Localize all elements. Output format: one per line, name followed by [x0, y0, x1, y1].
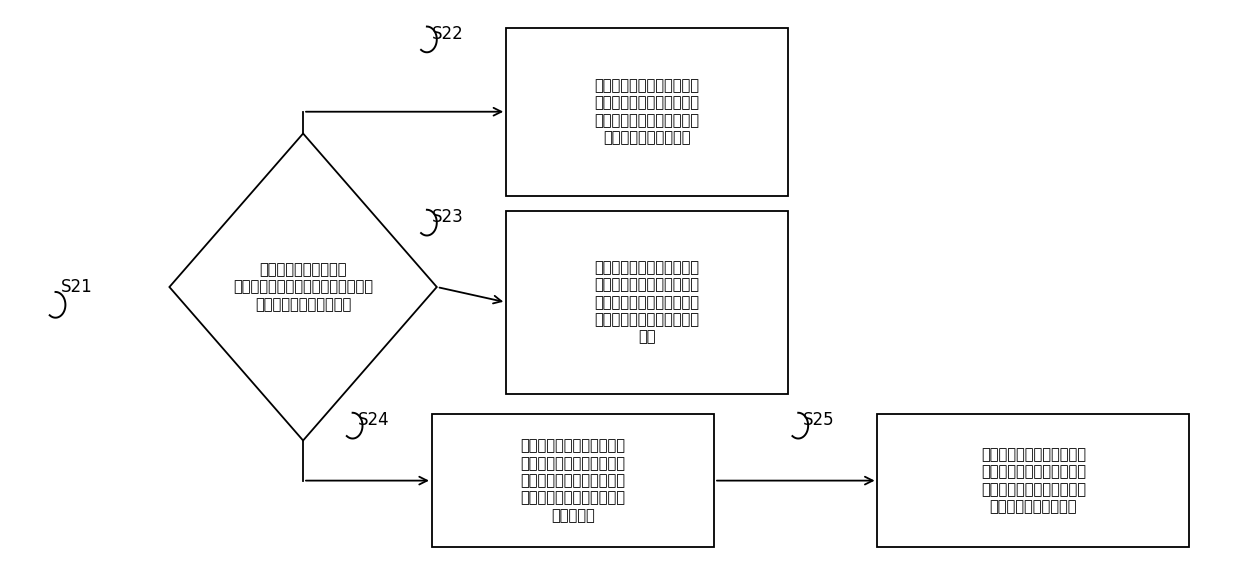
Bar [878, 414, 1189, 548]
Text: S24: S24 [357, 411, 389, 429]
Text: 在所述实际需求功率小于等
于所述第一电池充放电功率
时，控制所述电池的输出功
率为所述实际需求功率: 在所述实际需求功率小于等 于所述第一电池充放电功率 时，控制所述电池的输出功 率… [595, 78, 699, 145]
Bar [506, 28, 789, 196]
Text: S22: S22 [432, 25, 464, 42]
Text: 根据处于所述第一功率区间
的实际需求功率的持续时间
与第一预设时间的关系，控
制所述电池的输出功率: 根据处于所述第一功率区间 的实际需求功率的持续时间 与第一预设时间的关系，控 制… [981, 447, 1086, 514]
Bar [432, 414, 714, 548]
Text: S23: S23 [432, 208, 464, 226]
Text: 判断所述实际需求功率
与所述第一电池充放电功率和所述第
二电池充放电功率的关系: 判断所述实际需求功率 与所述第一电池充放电功率和所述第 二电池充放电功率的关系 [233, 262, 373, 312]
Text: 在所述实际需求功率大于等
于所述第二电池充放电功率
时，控制所述电池的输出功
率小于所述第二电池充放电
功率: 在所述实际需求功率大于等 于所述第二电池充放电功率 时，控制所述电池的输出功 率… [595, 260, 699, 344]
Bar [506, 211, 789, 394]
Text: S25: S25 [804, 411, 835, 429]
Text: S21: S21 [61, 278, 92, 296]
Text: 在所述实际需求功率处于所
述第一功率区间时，判断处
于所述第一功率区间的实际
需求功率的持续时间与预设
时间的关系: 在所述实际需求功率处于所 述第一功率区间时，判断处 于所述第一功率区间的实际 需… [521, 439, 625, 523]
